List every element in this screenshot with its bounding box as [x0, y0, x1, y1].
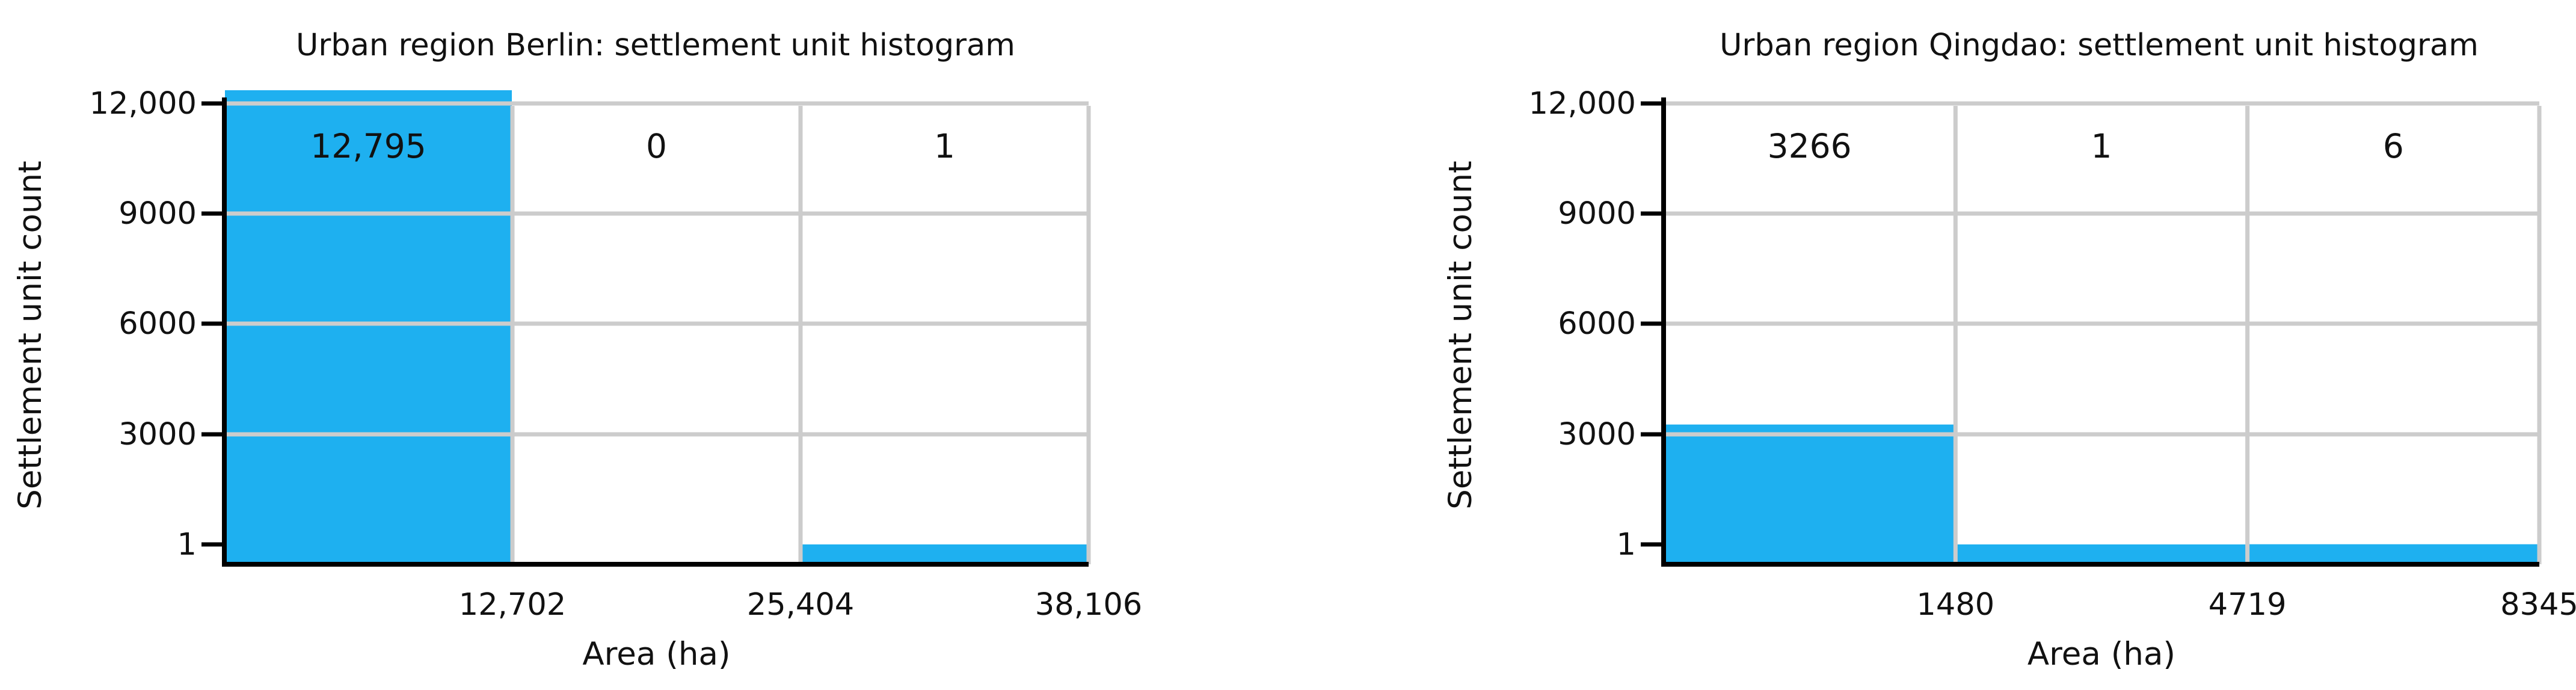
- y-tick-label: 12,000: [1529, 86, 1636, 122]
- x-tick-label: 25,404: [747, 587, 854, 623]
- y-axis-label: Settlement unit count: [12, 161, 49, 510]
- x-tick-label: 4719: [2209, 587, 2287, 623]
- x-tick-label: 1480: [1916, 587, 1994, 623]
- y-tick-label: 1: [177, 527, 197, 562]
- bar-value-label: 3266: [1768, 127, 1852, 165]
- chart-title: Urban region Qingdao: settlement unit hi…: [1720, 28, 2479, 63]
- x-tick-label: 8345: [2500, 587, 2576, 623]
- y-axis-label: Settlement unit count: [1442, 161, 1479, 510]
- bar-value-label: 12,795: [310, 127, 426, 165]
- x-axis-label: Area (ha): [582, 636, 730, 673]
- y-tick-label: 9000: [1558, 196, 1636, 232]
- chart-title: Urban region Berlin: settlement unit his…: [296, 28, 1015, 63]
- y-tick-label: 6000: [118, 306, 197, 342]
- histogram-bar: [1664, 424, 1955, 564]
- y-tick-label: 3000: [118, 417, 197, 452]
- y-tick-label: 6000: [1558, 306, 1636, 342]
- bar-value-label: 1: [2091, 127, 2112, 165]
- histogram-bar: [1956, 544, 2247, 564]
- y-tick-label: 1: [1617, 527, 1636, 562]
- histogram-bar: [801, 544, 1088, 564]
- histogram-bar: [225, 90, 512, 564]
- y-tick-label: 3000: [1558, 417, 1636, 452]
- x-tick-label: 38,106: [1035, 587, 1142, 623]
- bar-value-label: 0: [646, 127, 667, 165]
- bar-value-label: 6: [2383, 127, 2404, 165]
- y-tick-label: 12,000: [90, 86, 197, 122]
- x-axis-label: Area (ha): [2027, 636, 2175, 673]
- bar-value-label: 1: [934, 127, 955, 165]
- x-tick-label: 12,702: [459, 587, 566, 623]
- chart-panel-1: 1 3000 6000 9000 12,000 12,702 25,404 38,106 12,…: [12, 28, 1142, 673]
- chart-panel-2: 1 3000 6000 9000 12,000 1480 4719 8345 3266 1 6 Urb…: [1442, 28, 2576, 673]
- histogram-bar: [2248, 544, 2539, 564]
- y-tick-label: 9000: [118, 196, 197, 232]
